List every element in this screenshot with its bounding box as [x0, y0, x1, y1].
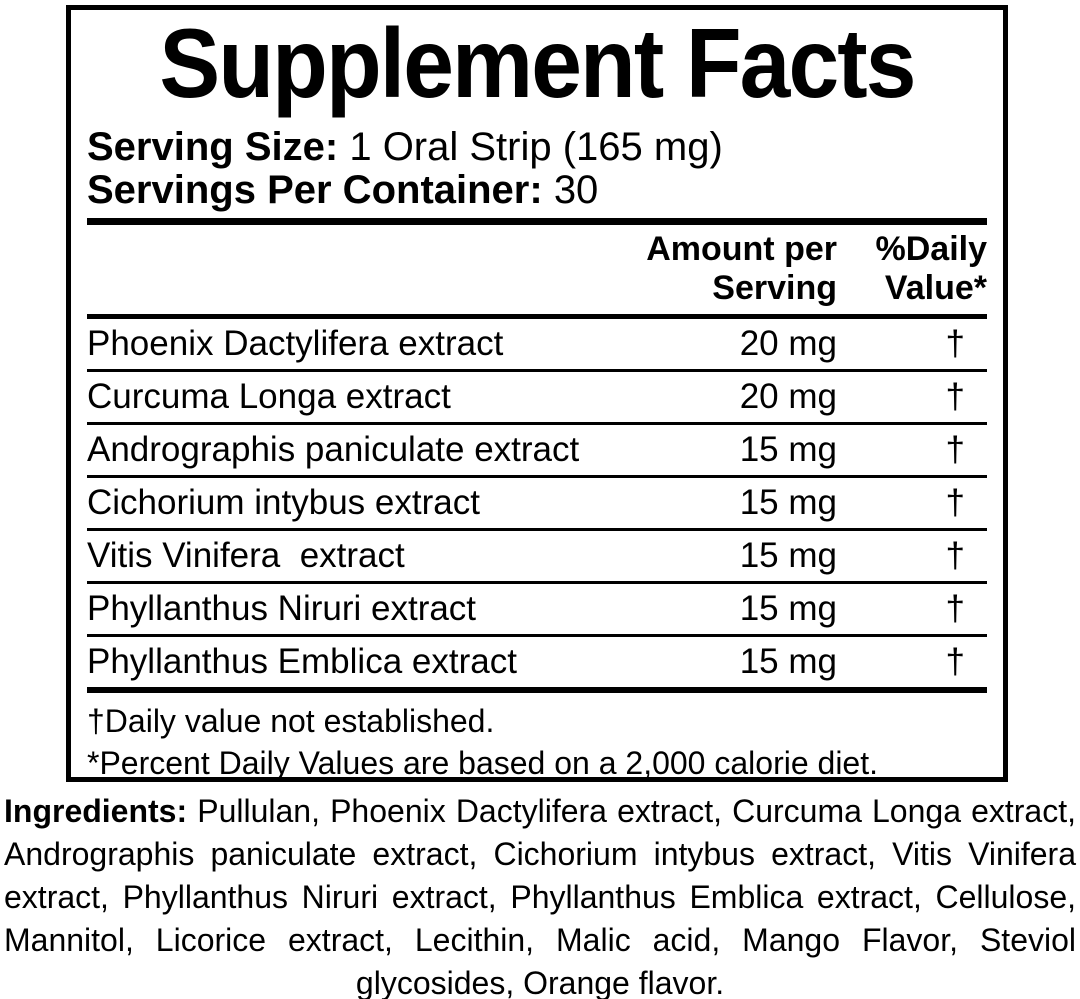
ingredient-amount: 20 mg [739, 324, 837, 363]
ingredient-name: Phyllanthus Niruri extract [87, 589, 477, 628]
ingredient-daily-value-dagger: † [945, 642, 965, 681]
ingredients-label: Ingredients: [4, 793, 188, 829]
dv-header-line1: %Daily [875, 230, 988, 268]
table-bottom-divider [87, 687, 987, 693]
ingredient-amount: 15 mg [739, 483, 837, 522]
ingredient-row: Phyllanthus Emblica extract 15 mg † [87, 634, 987, 687]
servings-per-container-line: Servings Per Container: 30 [87, 169, 987, 212]
ingredient-daily-value-dagger: † [945, 483, 965, 522]
footnotes: †Daily value not established. *Percent D… [87, 693, 987, 784]
servings-per-container-value: 30 [553, 168, 599, 212]
ingredient-name: Phoenix Dactylifera extract [87, 324, 504, 363]
ingredient-amount: 15 mg [739, 430, 837, 469]
ingredient-daily-value-dagger: † [945, 324, 965, 363]
ingredient-name: Curcuma Longa extract [87, 377, 451, 416]
ingredient-daily-value-dagger: † [945, 536, 965, 575]
ingredient-amount: 20 mg [739, 377, 837, 416]
ingredient-table: Phoenix Dactylifera extract 20 mg † Curc… [87, 319, 987, 687]
servings-per-container-label: Servings Per Container: [87, 168, 543, 212]
amount-per-serving-header: Amount per Serving [622, 230, 837, 308]
supplement-facts-panel: Supplement Facts Serving Size: 1 Oral St… [66, 5, 1008, 782]
daily-value-header: %Daily Value* [837, 230, 988, 308]
ingredients-paragraph: Ingredients: Pullulan, Phoenix Dactylife… [4, 790, 1076, 999]
ingredient-amount: 15 mg [739, 536, 837, 575]
ingredients-text: Pullulan, Phoenix Dactylifera extract, C… [4, 793, 1077, 999]
ingredient-name: Cichorium intybus extract [87, 483, 480, 522]
footnote-daily-value: †Daily value not established. [87, 703, 495, 739]
table-header-divider [87, 314, 987, 319]
serving-size-value: 1 Oral Strip (165 mg) [349, 125, 723, 169]
ingredient-row: Phoenix Dactylifera extract 20 mg † [87, 319, 987, 369]
ingredient-row: Curcuma Longa extract 20 mg † [87, 369, 987, 422]
panel-title: Supplement Facts [159, 8, 916, 118]
serving-info: Serving Size: 1 Oral Strip (165 mg) Serv… [87, 126, 987, 212]
dv-header-line2: Value* [884, 269, 987, 307]
ingredient-row: Cichorium intybus extract 15 mg † [87, 475, 987, 528]
table-header-row: Amount per Serving %Daily Value* [87, 225, 987, 314]
ingredient-row: Andrographis paniculate extract 15 mg † [87, 422, 987, 475]
footnote-percent-daily-values: *Percent Daily Values are based on a 2,0… [87, 745, 878, 781]
ingredient-amount: 15 mg [739, 589, 837, 628]
ingredient-name: Andrographis paniculate extract [87, 430, 580, 469]
ingredient-name: Phyllanthus Emblica extract [87, 642, 517, 681]
ingredient-row: Phyllanthus Niruri extract 15 mg † [87, 581, 987, 634]
serving-size-line: Serving Size: 1 Oral Strip (165 mg) [87, 126, 987, 169]
serving-size-label: Serving Size: [87, 125, 339, 169]
amount-header-line1: Amount per [646, 230, 837, 268]
ingredient-row: Vitis Vinifera extract 15 mg † [87, 528, 987, 581]
ingredient-daily-value-dagger: † [945, 589, 965, 628]
amount-header-line2: Serving [712, 269, 837, 307]
ingredient-amount: 15 mg [739, 642, 837, 681]
table-top-divider [87, 218, 987, 225]
ingredient-name: Vitis Vinifera extract [87, 536, 405, 575]
ingredient-daily-value-dagger: † [945, 430, 965, 469]
ingredient-daily-value-dagger: † [945, 377, 965, 416]
